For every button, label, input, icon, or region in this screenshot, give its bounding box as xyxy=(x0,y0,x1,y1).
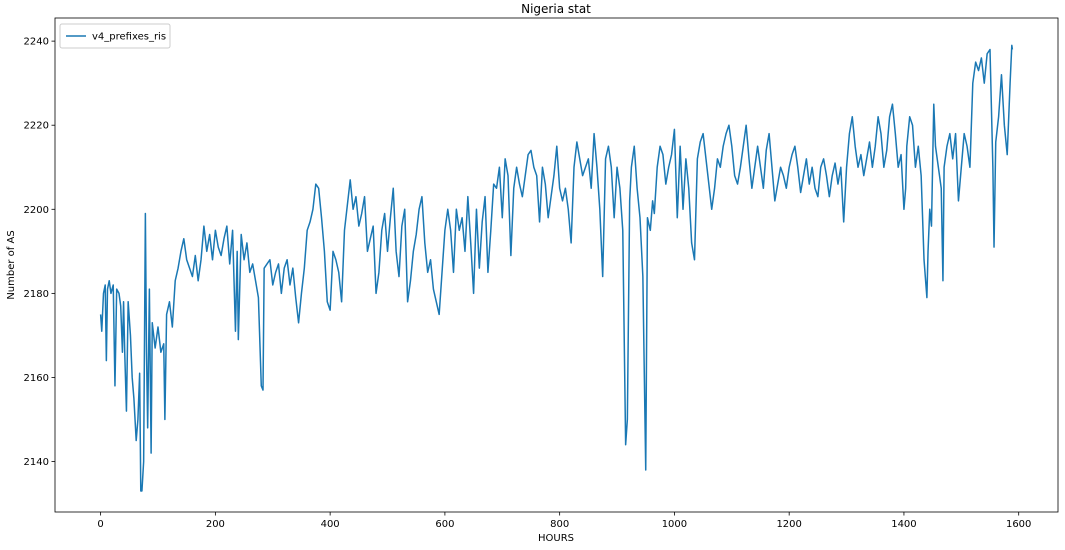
y-tick-label: 2140 xyxy=(24,457,49,468)
x-tick-label: 600 xyxy=(435,519,454,530)
y-tick-label: 2220 xyxy=(24,121,49,132)
axes-frame xyxy=(54,17,1059,513)
legend: v4_prefixes_ris xyxy=(59,23,171,49)
x-tick-label: 0 xyxy=(97,519,103,530)
x-tick-label: 200 xyxy=(206,519,225,530)
x-tick-label: 1600 xyxy=(1006,519,1031,530)
x-tick-label: 1000 xyxy=(662,519,687,530)
marks xyxy=(99,44,1014,492)
y-tick-label: 2200 xyxy=(24,205,49,216)
legend-label: v4_prefixes_ris xyxy=(92,32,166,43)
x-tick-label: 1400 xyxy=(891,519,916,530)
y-tick-label: 2240 xyxy=(24,37,49,48)
y-tick-label: 2160 xyxy=(24,373,49,384)
y-tick-label: 2180 xyxy=(24,289,49,300)
plot-area xyxy=(55,18,1058,512)
x-tick-label: 1200 xyxy=(776,519,801,530)
x-axis-label: HOURS xyxy=(538,533,574,544)
y-axis-label: Number of AS xyxy=(6,230,17,299)
x-tick-label: 800 xyxy=(550,519,569,530)
data-line xyxy=(99,44,1014,492)
x-tick-label: 400 xyxy=(321,519,340,530)
chart-title: Nigeria stat xyxy=(521,2,591,16)
legend-box xyxy=(59,23,171,49)
